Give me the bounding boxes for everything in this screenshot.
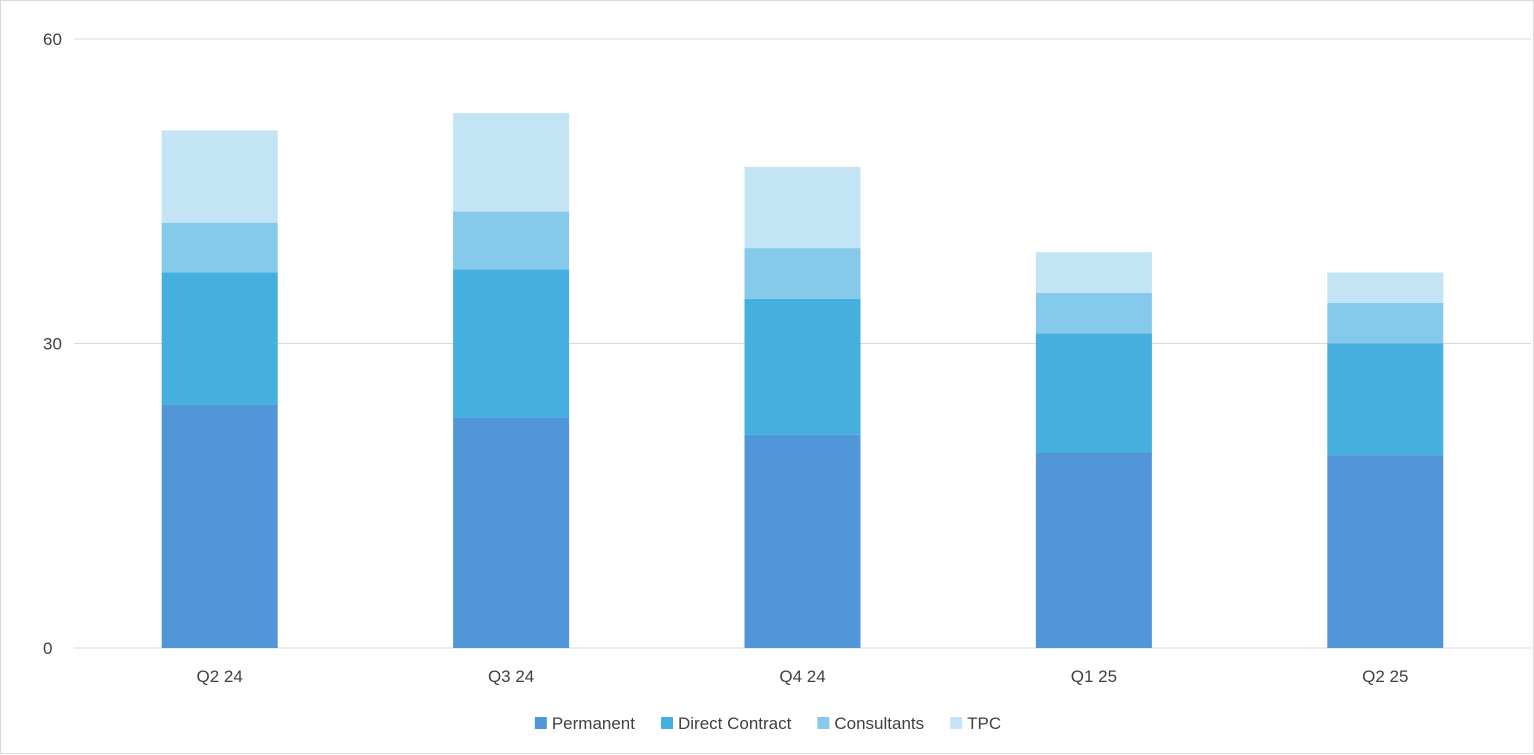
x-tick-label: Q2 25 (1362, 667, 1408, 686)
y-axis-ticks: 0 30 60 (43, 30, 62, 658)
x-tick-label: Q1 25 (1071, 667, 1117, 686)
y-tick-label: 30 (43, 335, 62, 354)
bar-segment-permanent-0 (161, 404, 278, 648)
x-axis-ticks: Q2 24 Q3 24 Q4 24 Q1 25 Q2 25 (197, 667, 1409, 686)
bar-segment-tpc-1 (453, 113, 570, 212)
bar-segment-direct-contract-4 (1327, 343, 1444, 456)
bar-segment-consultants-3 (1035, 292, 1152, 334)
legend-label-consultants: Consultants (834, 714, 924, 733)
bar-segment-direct-contract-3 (1035, 333, 1152, 453)
legend: Permanent Direct Contract Consultants TPC (534, 714, 1001, 733)
bar-segment-tpc-4 (1327, 272, 1444, 303)
bar-segment-permanent-4 (1327, 455, 1444, 648)
legend-swatch-permanent (534, 717, 547, 729)
legend-label-direct-contract: Direct Contract (678, 714, 792, 733)
bar-segment-consultants-0 (161, 222, 278, 273)
bar-segment-consultants-1 (453, 211, 570, 270)
bar-segment-permanent-2 (744, 434, 861, 648)
legend-swatch-tpc (950, 717, 963, 729)
legend-swatch-direct-contract (661, 717, 674, 729)
bar-segment-direct-contract-0 (161, 272, 278, 405)
bar-segment-direct-contract-1 (453, 269, 570, 418)
x-tick-label: Q4 24 (779, 667, 825, 686)
y-tick-label: 0 (43, 639, 52, 658)
bars (161, 113, 1444, 648)
bar-segment-tpc-3 (1035, 252, 1152, 293)
bar-segment-tpc-2 (744, 166, 861, 249)
bar-segment-direct-contract-2 (744, 298, 861, 435)
y-tick-label: 60 (43, 30, 62, 49)
bar-segment-consultants-4 (1327, 302, 1444, 344)
x-tick-label: Q3 24 (488, 667, 534, 686)
legend-swatch-consultants (817, 717, 830, 729)
x-tick-label: Q2 24 (197, 667, 243, 686)
bar-segment-permanent-1 (453, 417, 570, 648)
legend-label-permanent: Permanent (552, 714, 635, 733)
legend-label-tpc: TPC (967, 714, 1001, 733)
bar-segment-permanent-3 (1035, 452, 1152, 648)
bar-segment-tpc-0 (161, 130, 278, 223)
bar-segment-consultants-2 (744, 248, 861, 299)
